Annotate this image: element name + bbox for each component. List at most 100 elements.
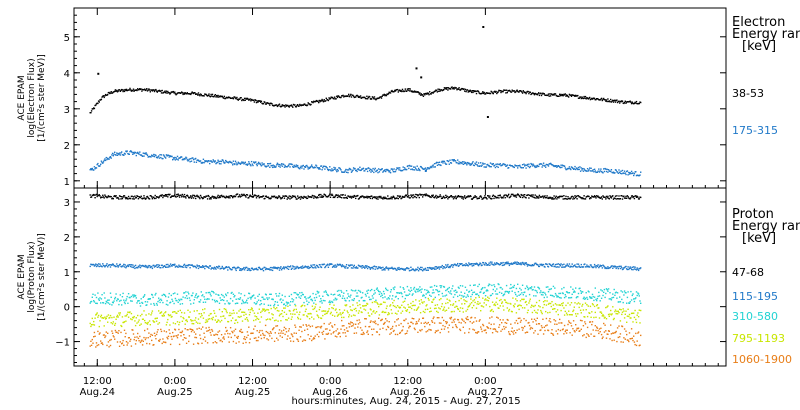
data-point <box>419 94 422 96</box>
data-point <box>274 301 276 303</box>
data-point <box>203 95 205 97</box>
data-point <box>575 297 578 299</box>
data-point <box>117 197 119 199</box>
data-point <box>201 266 203 269</box>
data-point <box>93 107 96 110</box>
data-point <box>539 291 541 294</box>
data-point <box>117 90 119 92</box>
data-point <box>114 151 116 153</box>
data-point <box>318 308 321 311</box>
data-point <box>600 289 602 291</box>
data-point <box>552 164 554 166</box>
data-point <box>352 195 354 198</box>
data-point <box>392 302 394 304</box>
data-point <box>320 193 322 196</box>
data-point <box>261 196 263 198</box>
data-point <box>233 312 235 314</box>
data-point <box>515 262 517 264</box>
data-point <box>582 291 584 293</box>
data-point <box>123 301 126 303</box>
data-point <box>203 162 205 164</box>
data-point <box>617 172 619 174</box>
data-point <box>610 197 613 199</box>
data-point <box>97 298 100 300</box>
data-point <box>489 261 492 263</box>
data-point <box>347 267 349 269</box>
data-point <box>616 313 619 315</box>
data-point <box>623 294 625 296</box>
data-point <box>396 292 399 294</box>
data-point <box>272 267 274 269</box>
data-point <box>538 194 541 197</box>
data-point <box>369 298 371 301</box>
data-point <box>498 299 501 302</box>
data-point <box>419 289 422 291</box>
data-point <box>487 264 490 266</box>
data-point <box>234 160 237 162</box>
data-point <box>563 307 565 309</box>
data-point <box>136 302 138 304</box>
data-point <box>382 198 384 200</box>
data-point <box>107 196 109 198</box>
data-point <box>546 300 548 302</box>
data-point <box>208 298 210 300</box>
data-point <box>619 320 622 322</box>
data-point <box>144 88 146 90</box>
data-point <box>186 194 188 196</box>
data-point <box>186 159 188 161</box>
data-point <box>97 344 100 346</box>
data-point <box>204 308 206 310</box>
data-point <box>605 266 607 269</box>
data-point <box>306 197 309 199</box>
data-point <box>535 290 538 292</box>
data-point <box>357 168 360 170</box>
data-point <box>586 170 588 172</box>
data-point <box>137 152 140 155</box>
data-point <box>529 91 531 93</box>
data-point <box>637 312 639 314</box>
data-point <box>220 319 223 322</box>
data-point <box>362 168 364 170</box>
data-point <box>107 195 110 197</box>
data-point <box>419 169 421 172</box>
data-point <box>131 151 133 154</box>
data-point <box>350 264 352 266</box>
data-point <box>583 95 585 98</box>
data-point <box>348 264 350 266</box>
data-point <box>427 167 429 169</box>
data-point <box>211 298 214 301</box>
data-point <box>272 298 274 301</box>
data-point <box>566 263 568 265</box>
data-point <box>217 267 219 269</box>
data-point <box>172 263 175 266</box>
data-point <box>243 97 246 100</box>
data-point <box>474 263 476 265</box>
data-point <box>403 288 405 290</box>
data-point <box>271 103 273 105</box>
data-point <box>452 304 454 306</box>
data-point <box>630 101 632 103</box>
data-point <box>139 264 141 266</box>
data-point <box>597 295 599 298</box>
data-point <box>433 298 435 300</box>
data-point <box>190 92 193 94</box>
data-point <box>425 193 427 195</box>
data-point <box>383 197 385 200</box>
data-point <box>371 288 373 291</box>
data-point <box>243 163 245 165</box>
data-point <box>447 263 449 266</box>
data-point <box>181 196 183 198</box>
data-point <box>454 87 457 89</box>
data-point <box>473 299 476 301</box>
data-point <box>311 298 313 301</box>
data-point <box>438 163 440 166</box>
data-point <box>268 312 270 314</box>
data-point <box>434 90 436 92</box>
data-point <box>619 171 621 173</box>
data-point <box>437 196 439 198</box>
data-point <box>519 196 522 198</box>
data-point <box>578 97 580 99</box>
data-point <box>110 322 112 324</box>
data-point <box>444 197 446 199</box>
data-point <box>177 159 179 161</box>
